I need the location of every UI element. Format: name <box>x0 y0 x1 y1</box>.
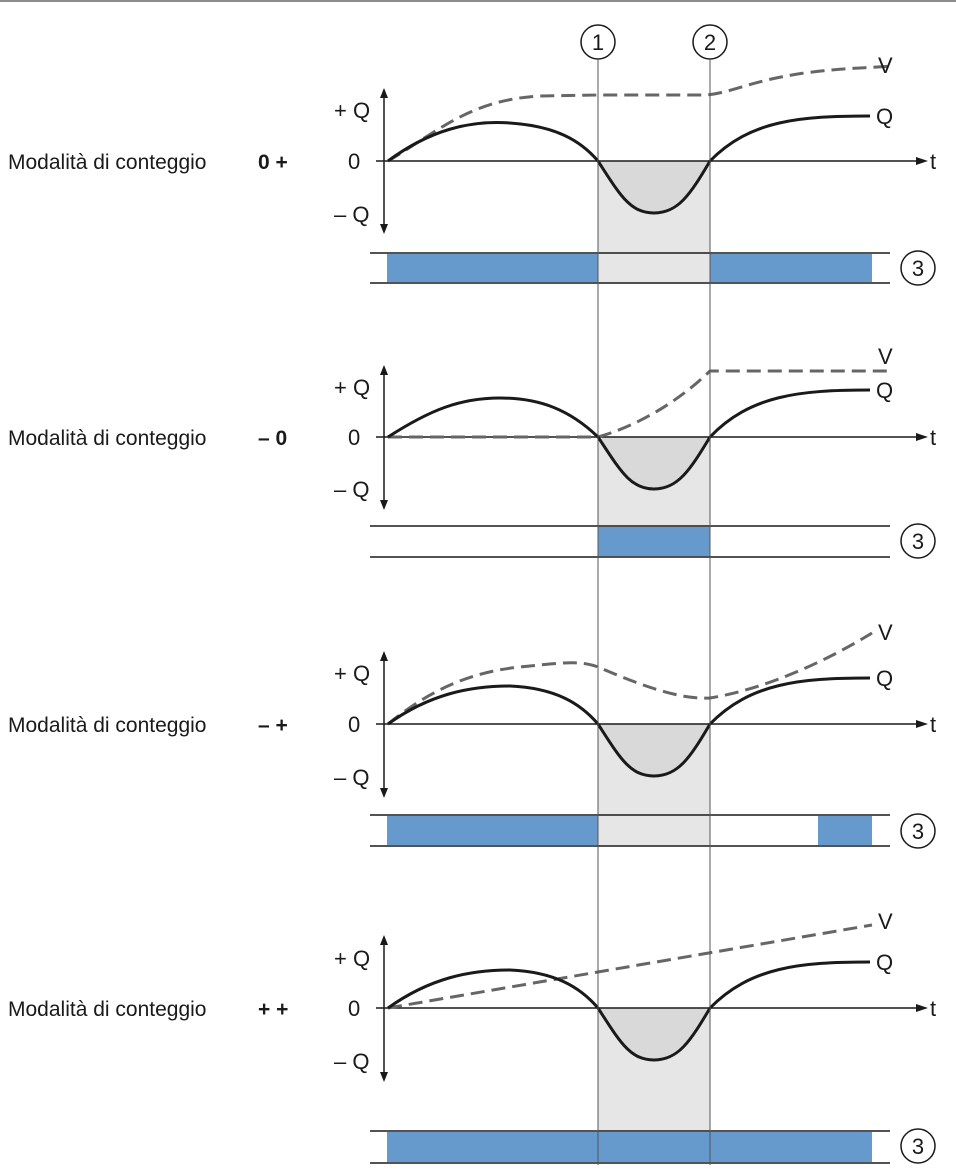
minus-q-label: – Q <box>334 1049 369 1074</box>
t-axis-arrow <box>916 1004 928 1012</box>
minus-q-label: – Q <box>334 477 369 502</box>
v-label: V <box>878 53 893 78</box>
output-bar <box>387 816 598 845</box>
q-label: Q <box>876 950 893 975</box>
output-marker <box>900 813 936 849</box>
v-curve <box>387 64 895 163</box>
panel-minus-0: Modalità di conteggio – 0 + Q 0 – Q t V … <box>8 344 936 559</box>
y-axis-arrow-down <box>380 500 388 510</box>
v-curve <box>387 923 873 1010</box>
y-axis-arrow-up <box>380 88 388 98</box>
q-label: Q <box>876 104 893 129</box>
zero-label: 0 <box>348 425 360 450</box>
marker-1-label: 1 <box>592 30 604 55</box>
y-axis-arrow-down <box>380 788 388 798</box>
plus-q-label: + Q <box>334 375 370 400</box>
output-marker <box>900 1128 936 1164</box>
v-label: V <box>878 909 893 934</box>
zero-label: 0 <box>348 712 360 737</box>
t-label: t <box>930 712 936 737</box>
mode-label: – 0 <box>258 427 287 450</box>
y-axis-arrow-down <box>380 1072 388 1082</box>
output-bar <box>387 1132 872 1162</box>
q-curve <box>387 676 871 778</box>
zero-label: 0 <box>348 149 360 174</box>
panel-label: Modalità di conteggio <box>8 427 206 450</box>
mode-label: – + <box>258 714 288 737</box>
panel-0-plus: Modalità di conteggio 0 + + Q 0 – Q t V … <box>8 53 936 286</box>
output-bar <box>387 254 598 282</box>
q-curve <box>387 388 871 491</box>
plus-q-label: + Q <box>334 661 370 686</box>
panel-label: Modalità di conteggio <box>8 998 206 1021</box>
v-label: V <box>878 344 893 369</box>
output-marker-label: 3 <box>912 529 924 554</box>
t-label: t <box>930 996 936 1021</box>
y-axis-arrow-up <box>380 935 388 945</box>
minus-q-label: – Q <box>334 765 369 790</box>
output-marker-label: 3 <box>912 819 924 844</box>
y-axis-arrow-up <box>380 365 388 375</box>
q-curve <box>387 114 871 215</box>
plus-q-label: + Q <box>334 98 370 123</box>
output-bar <box>710 254 872 282</box>
marker-1: 1 <box>580 24 616 60</box>
q-label: Q <box>876 666 893 691</box>
v-curve <box>387 631 873 726</box>
panel-label: Modalità di conteggio <box>8 151 206 174</box>
output-marker <box>900 250 936 286</box>
zero-label: 0 <box>348 996 360 1021</box>
t-label: t <box>930 425 936 450</box>
output-marker-label: 3 <box>912 256 924 281</box>
t-axis-arrow <box>916 157 928 165</box>
y-axis-arrow-up <box>380 651 388 661</box>
t-axis-arrow <box>916 720 928 728</box>
marker-2-label: 2 <box>704 30 716 55</box>
q-label: Q <box>876 378 893 403</box>
v-curve <box>388 369 890 439</box>
marker-2: 2 <box>692 24 728 60</box>
panel-plus-plus: Modalità di conteggio + + + Q 0 – Q t V … <box>8 909 936 1164</box>
panel-minus-plus: Modalità di conteggio – + + Q 0 – Q t V … <box>8 620 936 849</box>
output-marker <box>900 523 936 559</box>
v-label: V <box>878 620 893 645</box>
q-curve <box>387 960 871 1062</box>
output-marker-label: 3 <box>912 1134 924 1159</box>
output-bar <box>598 527 710 556</box>
mode-label: + + <box>258 998 288 1021</box>
output-bar <box>818 816 872 845</box>
minus-q-label: – Q <box>334 202 369 227</box>
t-label: t <box>930 149 936 174</box>
plus-q-label: + Q <box>334 946 370 971</box>
t-axis-arrow <box>916 433 928 441</box>
y-axis-arrow-down <box>380 224 388 234</box>
mode-label: 0 + <box>258 151 288 174</box>
panel-label: Modalità di conteggio <box>8 714 206 737</box>
